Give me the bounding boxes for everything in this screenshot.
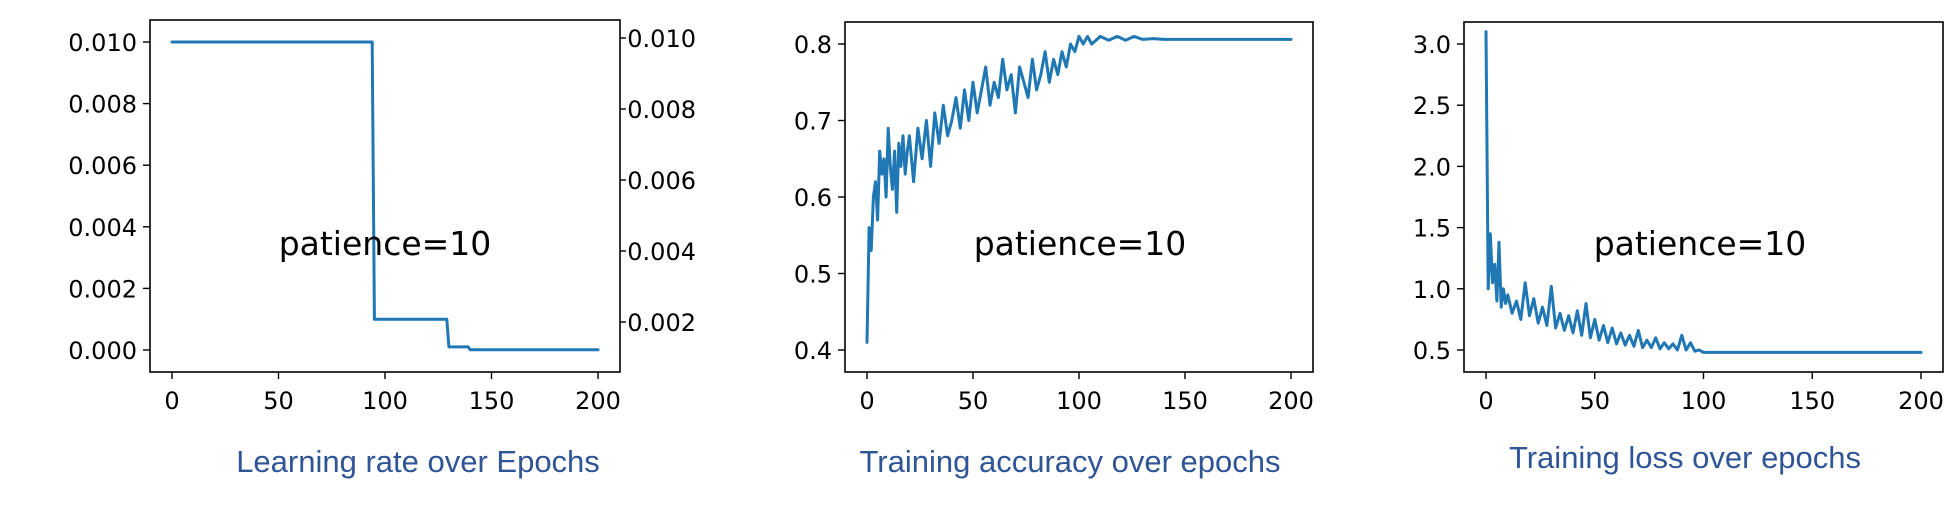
- chart-caption: Training accuracy over epochs: [860, 444, 1281, 479]
- x-tick-label: 0: [859, 387, 874, 415]
- x-tick-label: 150: [469, 387, 515, 415]
- y-tick-label: 0.5: [794, 261, 832, 289]
- annotation-label: patience=10: [974, 224, 1187, 263]
- annotation-label: patience=10: [1594, 224, 1807, 263]
- y-tick-label: 0.4: [794, 337, 832, 365]
- x-tick-label: 100: [362, 387, 408, 415]
- y-tick-label: 1.5: [1413, 215, 1451, 243]
- series-line-1: [865, 34, 1293, 344]
- annotation-label: patience=10: [279, 224, 492, 263]
- x-tick-label: 100: [1056, 387, 1102, 415]
- y2-tick-label: 0.008: [627, 96, 696, 124]
- x-tick-label: 50: [958, 387, 989, 415]
- y-tick-label: 0.004: [68, 214, 137, 242]
- chart-caption: Learning rate over Epochs: [236, 444, 600, 479]
- x-tick-label: 0: [1478, 387, 1493, 415]
- chart-panel-2: 0 50 100 150 200 0.4 0.5 0.6 0.7 0.8 patience=10 Tr…: [794, 21, 1314, 479]
- y-tick-label: 3.0: [1413, 31, 1451, 59]
- y2-tick-label: 0.010: [627, 25, 696, 53]
- x-tick-label: 0: [164, 387, 179, 415]
- chart-caption: Training loss over epochs: [1509, 440, 1861, 475]
- y-tick-label: 0.006: [68, 152, 137, 180]
- y-tick-label: 0.8: [794, 31, 832, 59]
- x-tick-label: 50: [1579, 387, 1610, 415]
- y-tick-label: 2.0: [1413, 153, 1451, 181]
- y-tick-label: 0.6: [794, 184, 832, 212]
- y2-tick-label: 0.004: [627, 238, 696, 266]
- series-line-1: [1484, 30, 1923, 354]
- y-tick-label: 0.000: [68, 337, 137, 365]
- y-tick-label: 2.5: [1413, 92, 1451, 120]
- y2-tick-label: 0.006: [627, 167, 696, 195]
- x-tick-label: 150: [1162, 387, 1208, 415]
- y2-tick-label: 0.002: [627, 309, 696, 337]
- plot-frame: [1463, 21, 1944, 373]
- chart-panel-3: 0 50 100 150 200 0.5 1.0 1.5 2.0 2.5 3.0 patience=1…: [1413, 21, 1944, 475]
- y-tick-label: 0.5: [1413, 337, 1451, 365]
- x-tick-label: 50: [263, 387, 294, 415]
- x-tick-label: 200: [1898, 387, 1944, 415]
- x-tick-label: 200: [1268, 387, 1314, 415]
- chart-panel-1: 0 50 100 150 200 0.000 0.002 0.004 0.006 0.008 0.0…: [68, 19, 696, 479]
- x-tick-label: 200: [575, 387, 621, 415]
- y-tick-label: 0.7: [794, 108, 832, 136]
- x-tick-label: 150: [1789, 387, 1835, 415]
- series-line-1: [170, 40, 600, 352]
- y-tick-label: 0.002: [68, 275, 137, 303]
- plot-frame: [844, 21, 1314, 373]
- y-tick-label: 0.008: [68, 91, 137, 119]
- y-tick-label: 1.0: [1413, 276, 1451, 304]
- x-tick-label: 100: [1681, 387, 1727, 415]
- y-tick-label: 0.010: [68, 29, 137, 57]
